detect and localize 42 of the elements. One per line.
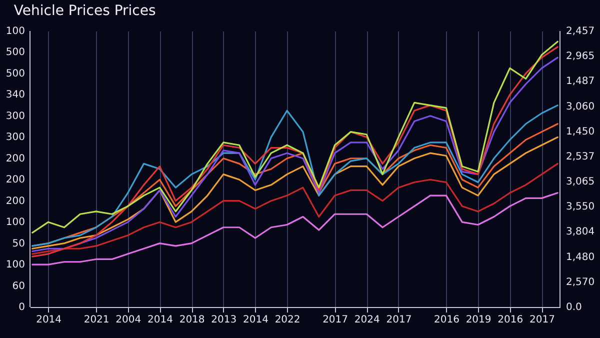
text: 500 (6, 68, 25, 80)
text: 1,480 (566, 252, 595, 263)
x-tick-label: 2017 (529, 314, 555, 326)
text: 1,487 (566, 76, 595, 88)
text: 2,537 (566, 151, 595, 162)
text: 300 (6, 110, 25, 122)
text: 2,965 (566, 51, 595, 62)
text: 300 (6, 132, 25, 144)
x-tick-label: 2013 (211, 314, 237, 326)
text: 100 (6, 260, 25, 271)
x-tick-label: 2019 (466, 314, 492, 326)
text: 2,457 (566, 26, 595, 37)
text: 500 (6, 47, 25, 58)
x-tick-label: 2016 (498, 314, 524, 326)
text: 0 (18, 302, 25, 313)
x-tick-label: 2018 (179, 314, 205, 326)
text: 100 (6, 26, 25, 37)
text: 0.0 (566, 302, 582, 313)
text: 200 (6, 174, 25, 186)
x-tick-label: 2014 (147, 314, 173, 326)
text: 1,450 (566, 126, 595, 138)
x-tick-label: 2017 (386, 314, 412, 326)
x-tick-label: 2017 (322, 314, 348, 326)
text: 50 (12, 238, 25, 250)
x-tick-label: 2022 (274, 314, 300, 326)
text: 3,804 (566, 226, 595, 238)
text: 100 (6, 217, 25, 228)
x-tick-label: 2004 (116, 314, 142, 326)
x-tick-label: 2021 (84, 314, 110, 326)
text: 2,570 (566, 276, 595, 288)
text: 3,550 (566, 202, 595, 213)
text: 200 (6, 196, 25, 207)
text: 340 (6, 90, 25, 101)
text: 3,060 (566, 101, 595, 112)
text: 3,065 (566, 176, 595, 188)
x-tick-label: 2014 (242, 314, 268, 326)
text: 60 (12, 280, 25, 292)
x-tick-label: 2014 (36, 314, 62, 326)
chart-title: Vehicle Prices Prices (14, 3, 156, 19)
x-tick-label: 2024 (354, 314, 380, 326)
x-tick-label: 2016 (434, 314, 460, 326)
text: 200 (6, 153, 25, 164)
